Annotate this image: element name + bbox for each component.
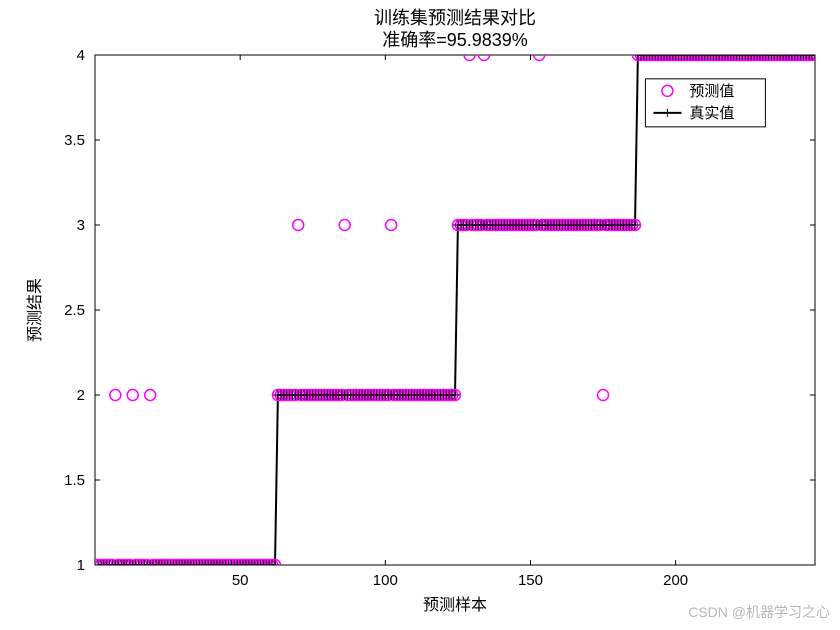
chart-title-line2: 准确率=95.9839% <box>382 30 528 50</box>
y-tick-label: 2.5 <box>64 302 85 319</box>
y-tick-label: 3 <box>77 217 85 234</box>
y-tick-label: 1.5 <box>64 472 85 489</box>
x-tick-label: 100 <box>373 572 398 589</box>
chart-title-line1: 训练集预测结果对比 <box>374 8 536 28</box>
x-tick-label: 150 <box>518 572 543 589</box>
legend-label: 真实值 <box>689 104 734 122</box>
legend-label: 预测值 <box>689 83 734 100</box>
y-tick-label: 4 <box>77 47 85 64</box>
chart-svg: 50 100 150 200 1 1.5 2 2.5 3 3.5 4 预测样本 预测结果 训练集预测结果对… <box>0 0 840 630</box>
y-axis-label: 预测结果 <box>26 278 44 342</box>
x-tick-label: 200 <box>663 572 688 589</box>
y-tick-label: 3.5 <box>64 132 85 149</box>
x-tick-label: 50 <box>232 572 249 589</box>
y-tick-label: 2 <box>77 387 85 404</box>
legend: 预测值真实值 <box>645 79 765 127</box>
x-axis-label: 预测样本 <box>423 596 487 614</box>
y-tick-label: 1 <box>77 557 85 574</box>
chart-container: 50 100 150 200 1 1.5 2 2.5 3 3.5 4 预测样本 预测结果 训练集预测结果对… <box>0 0 840 630</box>
